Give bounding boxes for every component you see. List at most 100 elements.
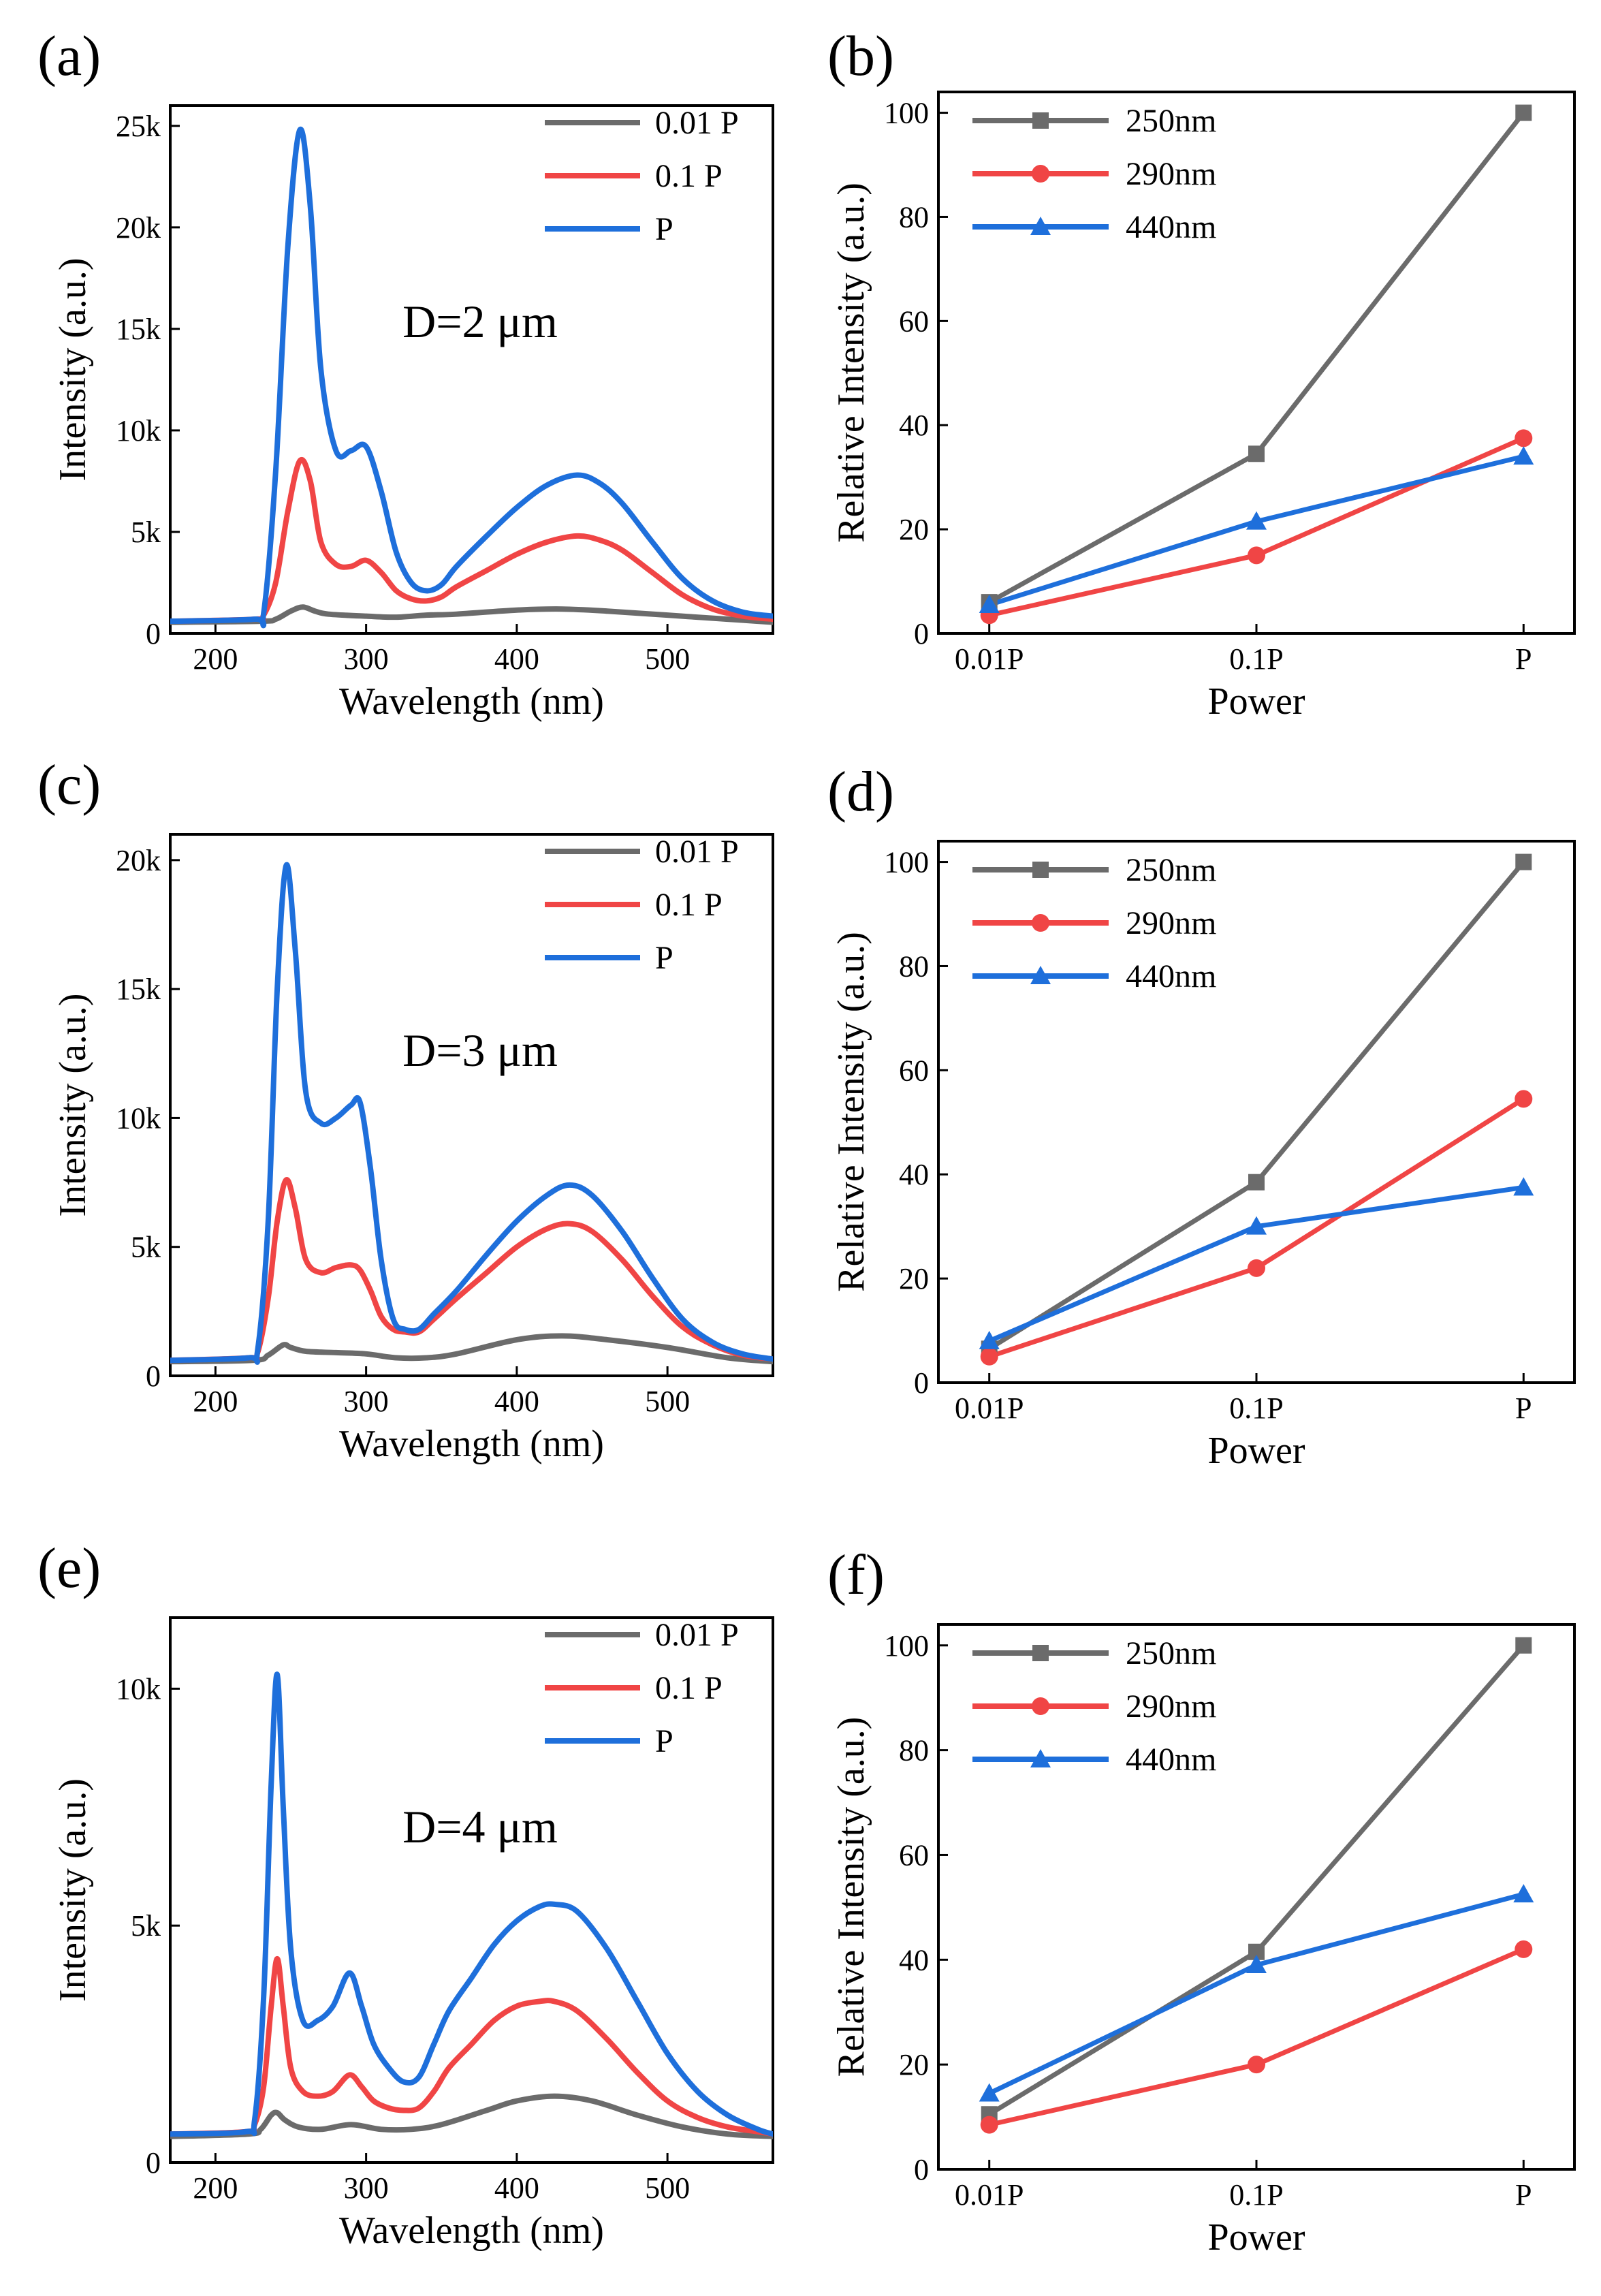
y-tick-label: 5k [131, 516, 161, 549]
legend: 0.01 P 0.1 P P [545, 834, 739, 976]
data-point-250nm [1515, 853, 1532, 870]
legend-marker [1032, 165, 1049, 183]
panel-label: (e) [37, 1537, 101, 1600]
data-point-440nm [979, 1330, 1000, 1349]
y-tick-label: 20k [116, 211, 161, 245]
y-tick-label: 10k [116, 414, 161, 447]
x-tick-label: 300 [344, 2171, 389, 2205]
panel-label: (f) [827, 1543, 885, 1607]
series-line-P [170, 862, 773, 1365]
series-layer [987, 1643, 1526, 2128]
y-tick-label: 60 [899, 1838, 929, 1872]
panel-label: (b) [827, 25, 894, 88]
data-point-290nm [1248, 2056, 1265, 2074]
y-tick-label: 15k [116, 973, 161, 1006]
data-point-440nm [1246, 511, 1267, 530]
x-tick-label: 400 [494, 2171, 539, 2205]
x-tick-label: 0.1P [1229, 642, 1283, 676]
y-tick-label: 20k [116, 844, 161, 877]
legend-label: 0.1 P [655, 1670, 723, 1706]
y-tick-label: 5k [131, 1909, 161, 1943]
legend-marker [1030, 217, 1051, 235]
y-tick-label: 60 [899, 304, 929, 338]
legend-label: P [655, 211, 673, 247]
x-tick-label: 400 [494, 1385, 539, 1418]
legend-marker [1032, 914, 1049, 932]
panel-label: (d) [827, 760, 894, 823]
series-layer [987, 860, 1526, 1359]
plot-frame [169, 833, 774, 1377]
series-layer [170, 126, 773, 629]
legend-label: 250nm [1126, 1635, 1216, 1671]
x-tick-label: 500 [645, 1385, 690, 1418]
data-point-290nm [1248, 546, 1265, 565]
x-tick-label: P [1515, 2178, 1532, 2212]
y-axis-title: Relative Intensity (a.u.) [830, 1717, 872, 2077]
y-tick-label: 40 [899, 1943, 929, 1977]
y-tick-label: 20 [899, 2048, 929, 2081]
legend-label: 0.01 P [655, 105, 739, 141]
legend-label: 440nm [1126, 209, 1216, 245]
y-axis-title: Relative Intensity (a.u.) [830, 932, 872, 1292]
legend-marker [1032, 112, 1049, 129]
x-axis-title: Power [1207, 680, 1305, 723]
data-point-250nm [1248, 1174, 1265, 1191]
y-tick-label: 40 [899, 1158, 929, 1191]
legend-marker [1030, 966, 1051, 984]
y-tick-label: 0 [146, 617, 161, 650]
data-point-250nm [1515, 104, 1532, 121]
series-layer [170, 862, 773, 1365]
panel-d: 0 20 40 60 80 100 0.01P 0.1P P Power Relative Inte… [827, 760, 1576, 1472]
y-tick-label: 60 [899, 1054, 929, 1087]
y-axis-title: Intensity (a.u.) [52, 257, 94, 481]
series-line-0.01-P [170, 2093, 773, 2139]
y-tick-label: 0 [914, 2153, 929, 2186]
y-tick-label: 0 [146, 1359, 161, 1393]
x-tick-label: 0.1P [1229, 1391, 1283, 1425]
series-line-0.1-P [170, 1955, 773, 2137]
y-tick-label: 100 [884, 1629, 929, 1663]
x-axis-title: Wavelength (nm) [339, 2209, 604, 2252]
y-tick-label: 100 [884, 97, 929, 130]
diameter-annotation: D=4 μm [402, 1801, 558, 1853]
legend: 250nm 290nm 440nm [972, 1635, 1216, 1778]
legend-label: 290nm [1126, 156, 1216, 192]
panel-f: 0 20 40 60 80 100 0.01P 0.1P P Power Relative Inte… [827, 1543, 1576, 2259]
y-axis-title: Intensity (a.u.) [52, 1778, 94, 2002]
data-point-440nm [1513, 1177, 1534, 1196]
legend-label: 0.1 P [655, 887, 723, 923]
y-axis-title: Relative Intensity (a.u.) [830, 183, 872, 543]
legend-label: 0.01 P [655, 1617, 739, 1653]
x-tick-label: 500 [645, 642, 690, 676]
series-line-290nm [987, 1947, 1526, 2128]
y-tick-label: 5k [131, 1231, 161, 1264]
y-tick-label: 0 [914, 1366, 929, 1400]
plot-frame [169, 104, 774, 635]
x-tick-label: 0.01P [955, 642, 1024, 676]
series-layer [987, 110, 1526, 618]
y-tick-label: 0 [914, 617, 929, 650]
data-point-440nm [979, 594, 1000, 613]
legend-label: 290nm [1126, 905, 1216, 941]
x-axis-title: Wavelength (nm) [339, 1423, 604, 1465]
y-tick-label: 15k [116, 313, 161, 346]
y-tick-label: 20 [899, 1262, 929, 1295]
plot-frame [169, 1616, 774, 2164]
x-tick-label: 0.1P [1229, 2178, 1283, 2212]
data-point-290nm [1515, 1940, 1533, 1958]
x-tick-label: 0.01P [955, 1391, 1024, 1425]
x-tick-label: 200 [193, 1385, 238, 1418]
legend-label: 440nm [1126, 1742, 1216, 1778]
y-tick-label: 40 [899, 409, 929, 442]
legend-label: 440nm [1126, 958, 1216, 994]
series-line-0.1-P [170, 1177, 773, 1364]
legend: 0.01 P 0.1 P P [545, 1617, 739, 1759]
diameter-annotation: D=2 μm [402, 296, 558, 347]
legend-marker [1032, 862, 1049, 878]
x-axis-title: Power [1207, 2216, 1305, 2259]
y-tick-label: 80 [899, 949, 929, 983]
legend: 250nm 290nm 440nm [972, 103, 1216, 245]
legend-marker [1032, 1645, 1049, 1661]
x-tick-label: 300 [344, 1385, 389, 1418]
series-line-0.01-P [170, 1333, 773, 1365]
